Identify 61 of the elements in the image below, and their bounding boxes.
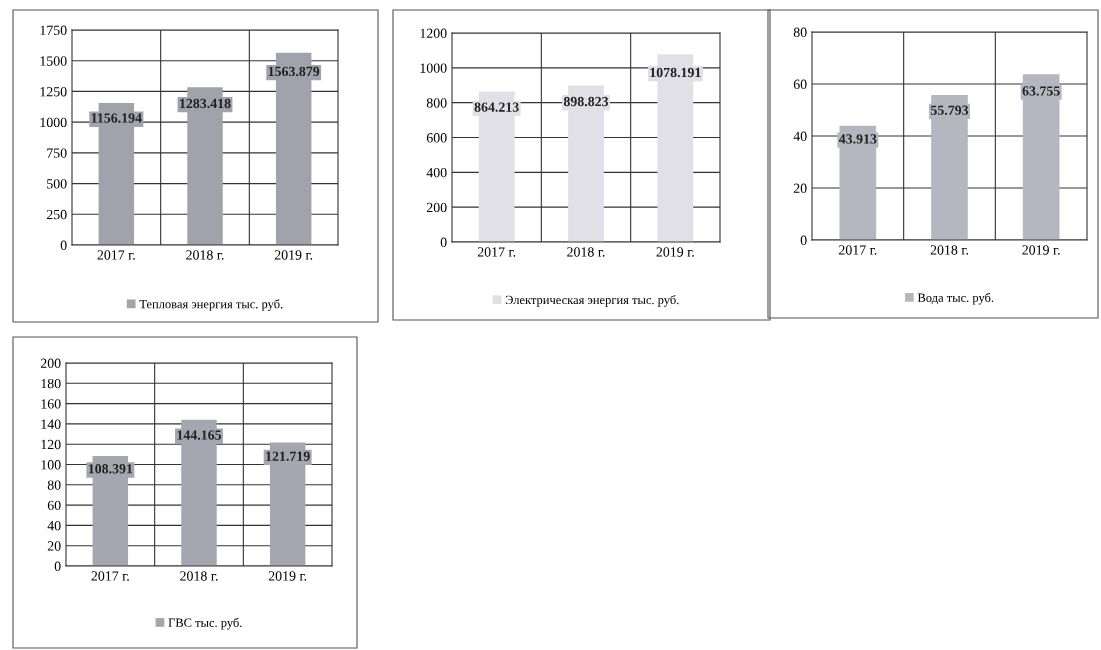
y-tick-label: 0 [440, 237, 447, 247]
y-tick-label: 40 [47, 520, 61, 531]
y-tick-label: 250 [46, 209, 67, 220]
y-tick-label: 160 [41, 399, 61, 409]
data-label: 63.755 [1022, 86, 1060, 96]
data-label: 144.165 [177, 430, 222, 440]
x-tick-label: 2017 г. [839, 245, 877, 255]
x-tick-label: 2019 г. [268, 571, 307, 581]
x-tick-label: 2019 г. [274, 250, 313, 260]
y-tick-label: 60 [47, 500, 61, 511]
y-tick-label: 200 [426, 202, 447, 213]
y-tick-label: 20 [793, 183, 807, 193]
legend-label: Тепловая энергия тыс. руб. [139, 299, 283, 311]
y-tick-label: 200 [40, 358, 61, 368]
x-tick-label: 2018 г. [930, 245, 969, 255]
y-tick-label: 20 [47, 541, 61, 551]
y-tick-label: 1250 [40, 87, 67, 97]
x-tick-label: 2017 г. [477, 247, 516, 257]
y-tick-label: 60 [793, 79, 807, 89]
x-tick-label: 2018 г. [180, 571, 218, 581]
legend-label: Электрическая энергия тыс. руб. [505, 295, 679, 307]
y-tick-label: 800 [426, 98, 447, 108]
y-tick-label: 1500 [40, 56, 67, 66]
y-tick-label: 0 [800, 235, 807, 245]
y-tick-label: 1200 [420, 28, 447, 38]
y-tick-label: 40 [793, 131, 807, 141]
y-tick-label: 120 [41, 439, 61, 450]
data-label: 1563.879 [268, 66, 320, 77]
y-tick-label: 400 [426, 167, 447, 178]
data-label: 898.823 [563, 96, 609, 107]
data-label: 1156.194 [91, 113, 142, 123]
y-tick-label: 750 [47, 148, 67, 158]
y-tick-label: 100 [41, 460, 61, 470]
data-label: 108.391 [88, 464, 133, 474]
y-tick-label: 1000 [420, 63, 447, 73]
x-tick-label: 2019 г. [656, 247, 694, 257]
x-tick-label: 2019 г. [1022, 245, 1060, 255]
bar [1022, 74, 1060, 240]
data-label: 55.793 [930, 105, 969, 115]
legend-label: Вода тыс. руб. [917, 292, 994, 305]
y-tick-label: 1750 [40, 25, 67, 35]
y-tick-label: 500 [47, 179, 67, 189]
x-tick-label: 2017 г. [91, 571, 129, 581]
y-tick-label: 80 [47, 480, 61, 490]
y-tick-label: 80 [793, 27, 807, 37]
legend-label: ГВС тыс. руб. [168, 617, 242, 630]
x-tick-label: 2018 г. [186, 250, 224, 260]
data-label: 43.913 [838, 134, 877, 144]
x-tick-label: 2018 г. [567, 247, 605, 257]
y-tick-label: 140 [41, 419, 61, 429]
y-tick-label: 1000 [40, 117, 67, 128]
y-tick-label: 0 [60, 240, 67, 250]
data-label: 1078.191 [650, 67, 701, 78]
y-tick-label: 600 [426, 133, 447, 143]
data-label: 121.719 [266, 451, 310, 461]
y-tick-label: 0 [54, 561, 61, 571]
data-label: 864.213 [474, 102, 519, 112]
bar [931, 94, 968, 240]
y-tick-label: 180 [41, 378, 61, 389]
x-tick-label: 2017 г. [97, 250, 135, 260]
data-label: 1283.418 [180, 98, 231, 109]
